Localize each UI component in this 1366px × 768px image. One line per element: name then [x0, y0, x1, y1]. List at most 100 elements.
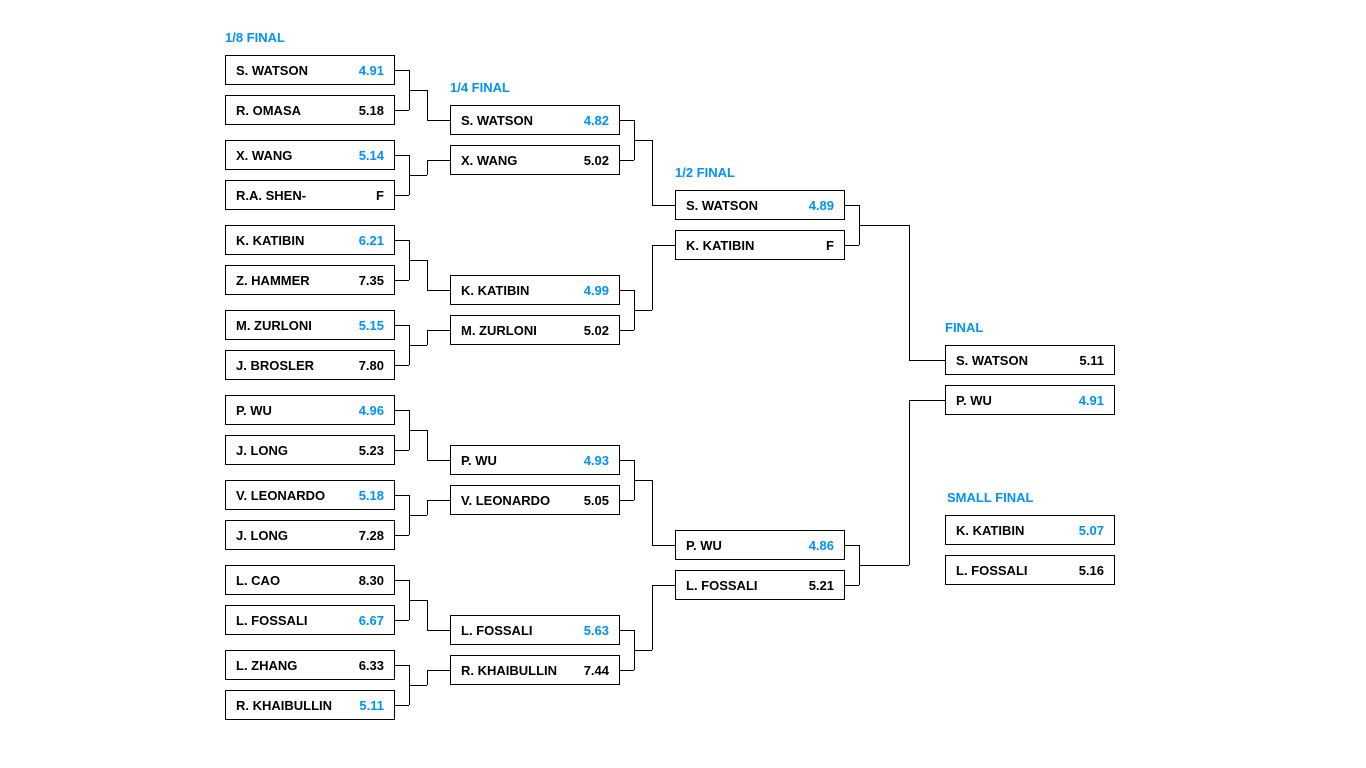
- competitor-time: F: [376, 188, 384, 203]
- eighth-match-6-top: L. CAO 8.30: [225, 565, 395, 595]
- connector: [427, 330, 450, 331]
- competitor-name: R. KHAIBULLIN: [236, 698, 332, 713]
- final-top: S. WATSON 5.11: [945, 345, 1115, 375]
- eighth-match-2-top: K. KATIBIN6.21: [225, 225, 395, 255]
- quarter-match-0-top: S. WATSON4.82: [450, 105, 620, 135]
- competitor-name: J. BROSLER: [236, 358, 314, 373]
- round-title-eighth: 1/8 FINAL: [225, 30, 285, 45]
- connector: [652, 205, 675, 206]
- competitor-name: R.A. SHEN-: [236, 188, 306, 203]
- connector: [409, 685, 427, 686]
- connector: [634, 310, 652, 311]
- connector: [845, 545, 859, 546]
- connector: [409, 345, 427, 346]
- competitor-name: P. WU: [461, 453, 497, 468]
- competitor-name: R. KHAIBULLIN: [461, 663, 557, 678]
- competitor-time: 5.11: [1079, 353, 1104, 368]
- connector: [620, 460, 634, 461]
- connector: [395, 110, 409, 111]
- competitor-time: 7.35: [359, 273, 384, 288]
- connector: [845, 205, 859, 206]
- competitor-name: X. WANG: [236, 148, 292, 163]
- competitor-time: 4.86: [809, 538, 834, 553]
- competitor-time: 5.63: [584, 623, 609, 638]
- competitor-name: L. CAO: [236, 573, 280, 588]
- connector: [845, 585, 859, 586]
- small-final-bot: L. FOSSALI5.16: [945, 555, 1115, 585]
- quarter-match-1-bot: M. ZURLONI5.02: [450, 315, 620, 345]
- connector: [427, 500, 450, 501]
- eighth-match-7-bot: R. KHAIBULLIN5.11: [225, 690, 395, 720]
- competitor-time: 5.02: [584, 323, 609, 338]
- connector: [395, 495, 409, 496]
- competitor-name: J. LONG: [236, 528, 288, 543]
- competitor-name: K. KATIBIN: [236, 233, 304, 248]
- competitor-time: 5.18: [359, 103, 384, 118]
- connector: [427, 430, 428, 460]
- competitor-name: S. WATSON: [956, 353, 1028, 368]
- connector: [395, 535, 409, 536]
- competitor-name: R. OMASA: [236, 103, 301, 118]
- connector: [620, 160, 634, 161]
- competitor-time: 8.30: [359, 573, 384, 588]
- eighth-match-5-top: V. LEONARDO 5.18: [225, 480, 395, 510]
- connector: [620, 330, 634, 331]
- connector: [652, 545, 675, 546]
- competitor-time: 4.82: [584, 113, 609, 128]
- connector: [427, 670, 428, 685]
- eighth-match-5-bot: J. LONG 7.28: [225, 520, 395, 550]
- round-title-quarter: 1/4 FINAL: [450, 80, 510, 95]
- final-bot: P. WU 4.91: [945, 385, 1115, 415]
- competitor-time: 5.18: [359, 488, 384, 503]
- competitor-name: X. WANG: [461, 153, 517, 168]
- connector: [409, 260, 427, 261]
- connector: [395, 580, 409, 581]
- competitor-time: 4.99: [584, 283, 609, 298]
- eighth-match-2-bot: Z. HAMMER 7.35: [225, 265, 395, 295]
- competitor-time: 6.33: [359, 658, 384, 673]
- eighth-match-1-bot: R.A. SHEN- F: [225, 180, 395, 210]
- connector: [427, 330, 428, 345]
- competitor-name: P. WU: [956, 393, 992, 408]
- competitor-name: V. LEONARDO: [236, 488, 325, 503]
- competitor-name: M. ZURLONI: [236, 318, 312, 333]
- competitor-time: 4.91: [359, 63, 384, 78]
- competitor-time: 5.14: [359, 148, 384, 163]
- connector: [395, 70, 409, 71]
- round-title-semi: 1/2 FINAL: [675, 165, 735, 180]
- connector: [634, 140, 652, 141]
- quarter-match-3-bot: R. KHAIBULLIN7.44: [450, 655, 620, 685]
- competitor-name: Z. HAMMER: [236, 273, 310, 288]
- connector: [427, 290, 450, 291]
- connector: [634, 650, 652, 651]
- eighth-match-7-top: L. ZHANG6.33: [225, 650, 395, 680]
- connector: [395, 620, 409, 621]
- connector: [395, 240, 409, 241]
- competitor-time: 4.91: [1079, 393, 1104, 408]
- competitor-name: L. FOSSALI: [686, 578, 758, 593]
- connector: [409, 600, 427, 601]
- competitor-name: S. WATSON: [686, 198, 758, 213]
- semi-match-1-bot: L. FOSSALI5.21: [675, 570, 845, 600]
- tournament-bracket: 1/8 FINAL S. WATSON 4.91 R. OMASA 5.18 X. WAN…: [0, 0, 1366, 768]
- competitor-name: K. KATIBIN: [956, 523, 1024, 538]
- eighth-match-0-bot: R. OMASA 5.18: [225, 95, 395, 125]
- semi-match-1-top: P. WU4.86: [675, 530, 845, 560]
- quarter-match-3-top: L. FOSSALI5.63: [450, 615, 620, 645]
- connector: [427, 120, 450, 121]
- connector: [909, 400, 945, 401]
- connector: [409, 175, 427, 176]
- competitor-name: J. LONG: [236, 443, 288, 458]
- competitor-name: L. FOSSALI: [956, 563, 1028, 578]
- competitor-time: 7.28: [359, 528, 384, 543]
- eighth-match-6-bot: L. FOSSALI6.67: [225, 605, 395, 635]
- connector: [395, 365, 409, 366]
- connector: [427, 460, 450, 461]
- connector: [909, 400, 910, 565]
- competitor-time: 5.05: [584, 493, 609, 508]
- eighth-match-4-top: P. WU4.96: [225, 395, 395, 425]
- competitor-time: F: [826, 238, 834, 253]
- connector: [652, 585, 653, 650]
- competitor-time: 6.67: [359, 613, 384, 628]
- small-final-top: K. KATIBIN5.07: [945, 515, 1115, 545]
